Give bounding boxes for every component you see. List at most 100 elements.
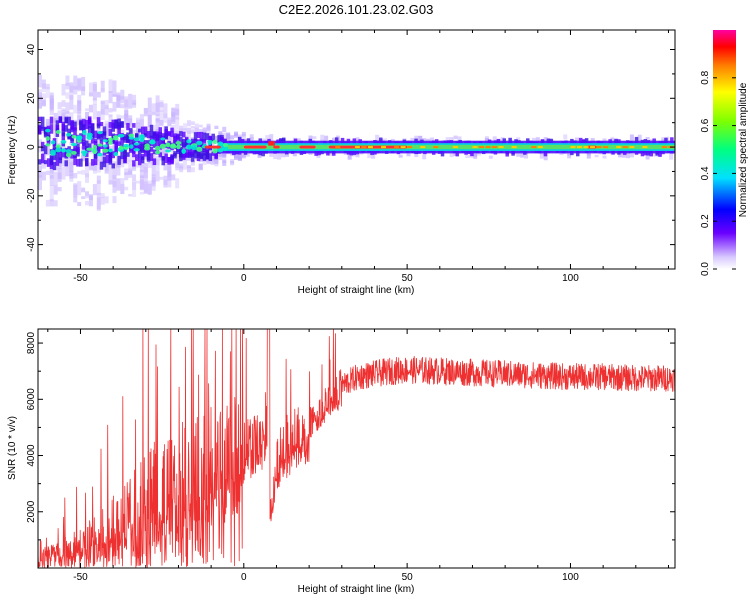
heat-cell-bright	[70, 142, 78, 147]
heat-cell-purple	[108, 155, 113, 165]
y-tick-label: 6000	[26, 388, 37, 411]
heat-cell-purple	[140, 126, 145, 135]
heat-cell-purple	[108, 122, 113, 128]
heat-cell-faint	[69, 85, 74, 100]
heat-cell-faint	[53, 184, 58, 195]
heat-cell-faint	[163, 103, 168, 119]
heat-cell-faint	[128, 93, 133, 109]
y-tick-label: 0	[26, 144, 37, 150]
heat-cell-faint	[175, 153, 180, 157]
heat-cell-faint	[136, 119, 140, 125]
heat-cell-faint	[120, 115, 125, 119]
heat-cell-faint	[38, 89, 42, 104]
heat-cell-purple	[170, 155, 174, 165]
heat-cell-bright	[186, 144, 192, 150]
heat-cell-faint	[237, 157, 242, 161]
heat-cell-purple	[170, 127, 174, 133]
heat-cell-faint	[61, 112, 66, 125]
heat-cell-purple	[40, 116, 45, 125]
heat-cell-purple	[158, 152, 163, 158]
heat-cell-purple	[179, 131, 183, 137]
y-tick-label: 4000	[26, 444, 37, 467]
heat-cell-faint	[143, 167, 148, 179]
heat-cell-faint	[147, 97, 152, 112]
heat-cell-faint	[96, 155, 101, 162]
heat-cell-purple	[61, 132, 66, 141]
heat-cell-faint	[398, 154, 403, 158]
heat-cell-bright	[169, 144, 177, 149]
heat-cell-purple	[40, 153, 45, 164]
y-tick-label: -20	[26, 188, 37, 203]
heat-cell-faint	[237, 154, 242, 161]
heat-cell-faint	[273, 152, 278, 160]
heat-cell-faint	[77, 77, 82, 90]
heat-cell-faint	[53, 200, 58, 207]
heat-cell-warm	[498, 146, 504, 149]
heat-cell-purple	[46, 125, 51, 132]
heat-cell-bright	[186, 139, 192, 144]
heat-cell-faint	[167, 165, 172, 174]
heat-cell-bright	[102, 148, 109, 153]
heat-cell-faint	[132, 164, 137, 171]
heat-cell-bright	[108, 140, 113, 145]
heat-cell-purple	[90, 123, 95, 129]
heat-cell-warm	[472, 146, 478, 149]
heat-cell-faint	[139, 119, 144, 125]
heat-cell-faint	[422, 154, 427, 160]
heat-cell-purple	[73, 121, 77, 127]
heat-cell-bright	[133, 137, 140, 142]
heat-cell-faint	[85, 191, 90, 199]
heat-cell-purple	[87, 143, 92, 151]
heat-cell-purple	[137, 150, 142, 158]
heat-cell-faint	[65, 159, 70, 177]
heat-cell-faint	[179, 163, 184, 168]
heat-cell-bright	[159, 143, 166, 149]
heat-cell-purple	[111, 163, 115, 169]
heat-cell-bright	[217, 147, 224, 153]
heat-cell-purple	[208, 136, 213, 141]
heat-cell-faint	[128, 193, 133, 197]
heat-cell-faint	[151, 175, 156, 191]
heat-cell-faint	[198, 124, 203, 128]
heat-cell-faint	[190, 129, 195, 134]
heat-cell-faint	[198, 163, 203, 170]
heat-cell-faint	[45, 149, 50, 156]
heat-cell-faint	[284, 153, 289, 157]
heat-cell-faint	[230, 160, 235, 164]
heat-cell-faint	[85, 111, 90, 127]
heat-cell-purple	[111, 151, 115, 159]
heat-cell-purple	[132, 147, 136, 158]
heat-cell-purple	[129, 128, 133, 137]
heat-cell-faint	[183, 123, 188, 131]
x-tick-label: 50	[402, 572, 414, 583]
heat-cell-faint	[143, 173, 148, 183]
heat-cell-faint	[61, 166, 66, 180]
heat-cell-faint	[108, 116, 113, 123]
heat-cell-faint	[81, 196, 86, 200]
heat-cell-purple	[152, 158, 157, 166]
heat-cell-faint	[73, 75, 78, 90]
heat-cell-faint	[104, 160, 109, 172]
heat-cell-faint	[49, 175, 54, 186]
heat-cell-faint	[159, 120, 164, 126]
heat-cell-purple	[164, 153, 168, 163]
heat-cell-purple	[90, 127, 95, 137]
heat-cell-faint	[104, 159, 109, 174]
spectrogram-y-label: Frequency (Hz)	[7, 116, 18, 185]
heat-cell-bright	[154, 150, 161, 155]
heat-cell-faint	[104, 106, 109, 116]
heat-cell-faint	[190, 160, 195, 166]
x-tick-label: 0	[241, 572, 247, 583]
heat-cell-faint	[85, 108, 90, 111]
y-tick-label: 2000	[26, 500, 37, 523]
heat-cell-warm	[531, 146, 537, 149]
heat-cell-purple	[52, 161, 57, 171]
heat-cell-faint	[49, 185, 54, 202]
snr-y-axis: 2000 4000 6000 8000	[26, 331, 675, 541]
heat-cell-faint	[163, 179, 168, 186]
heat-cell-purple	[73, 127, 77, 136]
heat-cell-faint	[73, 184, 78, 196]
heat-cell-purple	[79, 121, 83, 131]
heat-core-spike	[268, 141, 275, 146]
heat-cell-faint	[175, 155, 180, 168]
